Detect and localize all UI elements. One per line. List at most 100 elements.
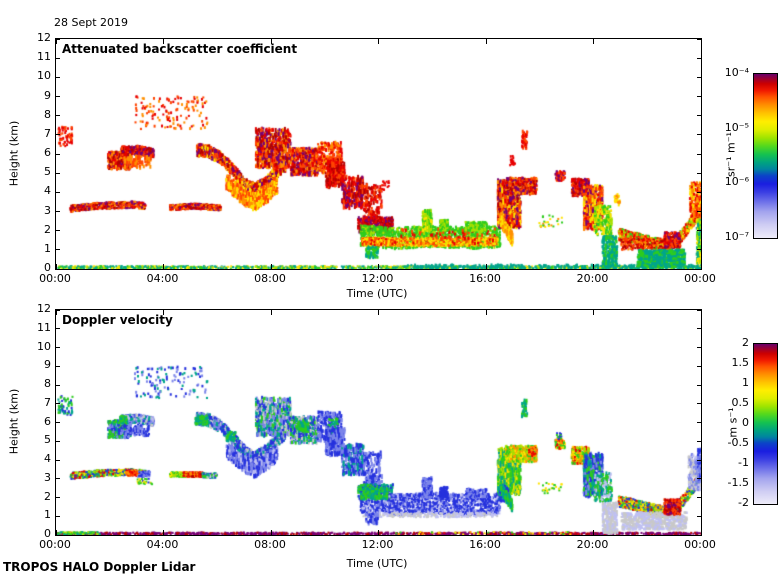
x-axis-tick-mark xyxy=(485,39,487,44)
x-tick-label: 08:00 xyxy=(254,272,286,285)
y-axis-tick-mark xyxy=(697,515,701,517)
x-tick-label: 12:00 xyxy=(361,272,394,285)
y-axis-tick-mark xyxy=(56,96,60,97)
y-tick-label: 3 xyxy=(44,470,51,484)
colorbar-tick-label: 10⁻⁷ xyxy=(724,230,749,243)
y-tick-label: 11 xyxy=(37,320,51,334)
x-axis-tick-mark xyxy=(270,39,272,44)
y-axis-tick-mark xyxy=(56,211,60,212)
colorbar-tick-label: 2 xyxy=(742,336,749,349)
y-axis-tick-mark xyxy=(697,211,701,212)
y-axis-tick-mark xyxy=(697,191,701,193)
colorbar-tick-label: 1.5 xyxy=(731,356,750,369)
y-tick-label: 7 xyxy=(44,395,51,409)
x-axis-tick-mark xyxy=(55,264,57,269)
y-tick-label: 5 xyxy=(44,165,51,179)
y-tick-label: 4 xyxy=(44,452,51,465)
x-axis-tick-mark xyxy=(378,39,379,44)
y-tick-label: 12 xyxy=(37,302,51,315)
x-tick-label: 00:00 xyxy=(684,272,716,285)
colorbar-tick-label: -1 xyxy=(738,456,749,469)
y-tick-label: 0 xyxy=(44,261,51,274)
doppler-velocity-panel-title: Doppler velocity xyxy=(62,313,173,327)
y-tick-label: 6 xyxy=(44,146,51,159)
y-axis-tick-mark xyxy=(56,365,60,367)
y-axis-tick-mark xyxy=(697,459,701,461)
backscatter-panel-title: Attenuated backscatter coefficient xyxy=(62,42,298,56)
x-axis-tick-mark xyxy=(55,39,57,44)
y-axis-tick-mark xyxy=(697,172,701,174)
colorbar-tick-label: 0.5 xyxy=(731,396,750,409)
colorbar-tick-label: 1 xyxy=(742,376,749,389)
date-label: 28 Sept 2019 xyxy=(54,16,129,29)
backscatter-colorbar xyxy=(753,73,778,239)
x-axis-tick-mark xyxy=(593,264,594,269)
doppler-velocity-x-axis-label: Time (UTC) xyxy=(346,557,408,570)
y-tick-label: 1 xyxy=(44,508,51,522)
x-tick-label: 16:00 xyxy=(469,538,501,551)
y-tick-label: 10 xyxy=(37,339,51,353)
y-tick-label: 9 xyxy=(44,358,51,372)
x-tick-label: 20:00 xyxy=(576,538,609,551)
y-tick-label: 4 xyxy=(44,184,51,198)
y-axis-tick-mark xyxy=(56,172,60,174)
colorbar-tick-label: 10⁻⁵ xyxy=(724,120,749,134)
x-axis-tick-mark xyxy=(700,39,702,44)
x-axis-tick-mark xyxy=(55,310,57,315)
y-tick-label: 12 xyxy=(37,31,51,44)
y-tick-label: 7 xyxy=(44,126,51,140)
x-axis-tick-mark xyxy=(163,39,164,44)
y-axis-tick-mark xyxy=(697,328,701,330)
colorbar-tick-label: -2 xyxy=(738,496,749,509)
y-axis-tick-mark xyxy=(56,459,60,461)
x-axis-tick-mark xyxy=(700,530,702,535)
y-axis-tick-mark xyxy=(697,384,701,386)
y-axis-tick-mark xyxy=(697,153,701,155)
y-axis-tick-mark xyxy=(56,440,60,442)
y-axis-tick-mark xyxy=(56,534,60,536)
y-axis-tick-mark xyxy=(697,268,701,270)
colorbar-tick-label: -0.5 xyxy=(727,436,749,449)
y-tick-label: 11 xyxy=(37,50,51,64)
y-axis-tick-mark xyxy=(56,497,60,498)
x-axis-tick-mark xyxy=(270,530,272,535)
y-axis-tick-mark xyxy=(56,515,60,517)
y-axis-tick-mark xyxy=(697,347,701,348)
y-tick-label: 9 xyxy=(44,88,51,102)
colorbar-tick-label: 0 xyxy=(742,416,749,429)
y-tick-label: 2 xyxy=(44,222,51,236)
backscatter-plot-area: Attenuated backscatter coefficient xyxy=(55,38,702,270)
x-axis-tick-mark xyxy=(593,39,594,44)
y-axis-tick-mark xyxy=(697,134,701,136)
y-axis-tick-mark xyxy=(697,365,701,367)
x-axis-tick-mark xyxy=(700,264,702,269)
y-axis-tick-mark xyxy=(697,478,701,480)
instrument-credit-label: TROPOS HALO Doppler Lidar xyxy=(3,560,196,574)
y-axis-tick-mark xyxy=(56,115,60,117)
x-tick-label: 12:00 xyxy=(361,538,394,551)
y-axis-tick-mark xyxy=(697,309,701,311)
x-axis-tick-mark xyxy=(485,310,487,315)
doppler-velocity-heatmap-canvas xyxy=(56,310,701,535)
x-axis-tick-mark xyxy=(700,310,702,315)
x-axis-tick-mark xyxy=(485,530,487,535)
y-axis-tick-mark xyxy=(697,422,701,423)
y-axis-tick-mark xyxy=(56,134,60,136)
doppler-velocity-colorbar xyxy=(753,343,778,505)
x-axis-tick-mark xyxy=(163,310,164,315)
x-axis-tick-mark xyxy=(270,310,272,315)
y-axis-tick-mark xyxy=(56,309,60,311)
x-axis-tick-mark xyxy=(593,530,594,535)
x-axis-tick-mark xyxy=(163,530,164,535)
x-axis-tick-mark xyxy=(378,530,379,535)
y-axis-tick-mark xyxy=(697,96,701,97)
x-tick-label: 00:00 xyxy=(39,272,71,285)
y-axis-tick-mark xyxy=(697,230,701,232)
backscatter-heatmap-canvas xyxy=(56,39,701,269)
y-axis-tick-mark xyxy=(56,268,60,270)
y-tick-label: 10 xyxy=(37,69,51,83)
x-axis-tick-mark xyxy=(378,310,379,315)
y-axis-tick-mark xyxy=(56,153,60,155)
y-axis-tick-mark xyxy=(56,38,60,40)
